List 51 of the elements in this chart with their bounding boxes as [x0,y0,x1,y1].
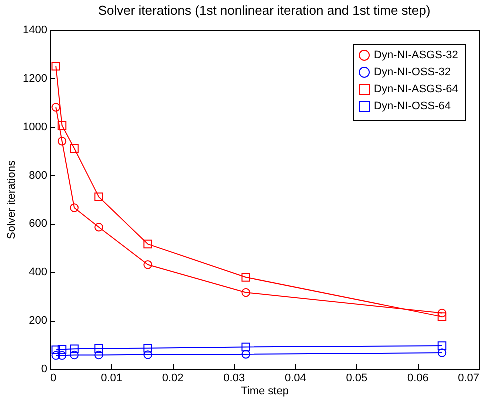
point [242,273,250,282]
point [438,348,447,358]
x-axis-title: Time step [241,386,289,398]
y-tick-label: 200 [29,315,48,328]
chart-title: Solver iterations (1st nonlinear iteration and 1st time step) [98,3,431,18]
legend-label: Dyn-NI-ASGS-32 [374,50,458,62]
x-tick-label: 0.02 [162,372,184,384]
point [438,312,447,322]
y-tick-label: 600 [29,218,48,230]
y-tick-label: 400 [29,266,48,279]
y-tick-label: 1200 [23,72,48,85]
point [52,103,60,112]
legend-label: Dyn-NI-ASGS-64 [374,84,458,96]
point [242,342,250,352]
point [70,350,79,360]
x-tick-label: 0 [50,372,57,384]
point [94,222,104,232]
point [70,204,79,212]
point [52,62,60,71]
point [58,351,67,360]
point [70,144,79,154]
point [94,350,104,360]
point [94,344,104,354]
x-tick-label: 0.04 [284,372,306,384]
x-tick-label: 0.06 [408,372,429,384]
y-axis-title: Solver iterations [6,160,18,240]
point [70,344,79,354]
legend-label: Dyn-NI-OSS-64 [374,100,452,112]
point [58,137,67,146]
point [52,351,60,360]
y-tick-label: 0 [41,364,48,376]
point [58,121,67,130]
y-tick-label: 1000 [23,121,48,134]
legend-label: Dyn-NI-OSS-32 [374,66,452,78]
point [94,192,104,202]
x-tick-label: 0.01 [101,372,122,384]
point [144,240,152,249]
point [52,346,60,354]
point [438,308,447,318]
point [58,345,67,354]
point [144,350,152,360]
y-tick-label: 1400 [23,24,48,36]
point [242,288,250,298]
x-tick-label: 0.03 [224,372,246,384]
point [144,260,152,270]
point [438,342,447,350]
x-tick-label: 0.07 [458,372,480,384]
y-tick-label: 800 [29,170,48,182]
point [144,344,152,353]
point [242,350,250,359]
x-tick-label: 0.05 [346,372,368,384]
